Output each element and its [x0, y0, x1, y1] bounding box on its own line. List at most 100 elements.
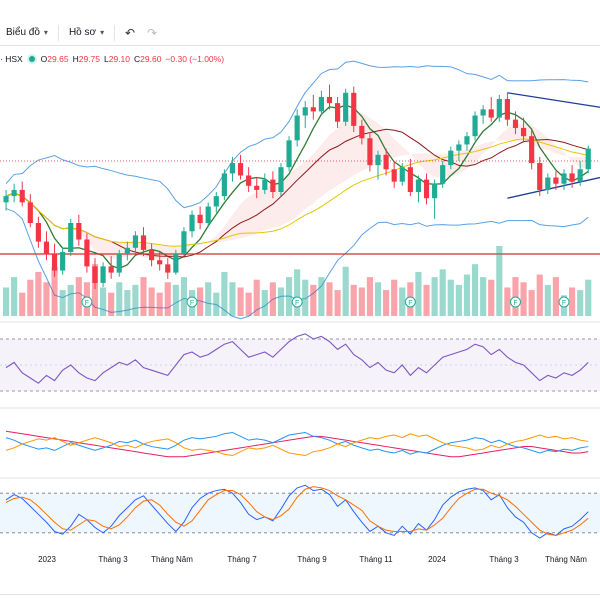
- candle-body: [237, 163, 244, 176]
- candle-body: [480, 109, 486, 116]
- volume-bar: [294, 269, 301, 316]
- chart-menu-button[interactable]: Biểu đồ ▾: [0, 20, 54, 45]
- volume-bar: [221, 271, 228, 316]
- volume-bar: [59, 290, 66, 316]
- stoch-k-line: [5, 484, 589, 539]
- candle-body: [84, 239, 90, 267]
- time-axis[interactable]: 2023 Tháng 3 Tháng Năm Tháng 7 Tháng 9 Tháng …: [0, 548, 600, 572]
- candle-body: [423, 179, 430, 199]
- candle-body: [76, 223, 82, 240]
- candle-body: [448, 150, 454, 166]
- volume-bar: [91, 264, 99, 316]
- high-value: 29.75: [78, 54, 100, 64]
- high-label: H: [72, 54, 79, 64]
- volume-bar: [180, 277, 188, 316]
- candle-body: [229, 163, 236, 174]
- volume-bar: [100, 287, 107, 316]
- ma-yellow-line: [5, 138, 589, 247]
- candle-body: [68, 223, 74, 252]
- candle-body: [181, 231, 187, 254]
- event-marker-label: F: [513, 300, 517, 307]
- volume-bar: [253, 279, 260, 316]
- volume-bar: [544, 284, 551, 316]
- volume-bar: [229, 282, 236, 316]
- candle-body: [157, 260, 163, 265]
- time-axis-label: Tháng Năm: [545, 555, 587, 564]
- dmi-adx-line: [5, 430, 589, 458]
- undo-icon[interactable]: ↶: [125, 25, 136, 40]
- time-axis-label: Tháng 3: [489, 555, 519, 564]
- candle-body: [189, 214, 195, 232]
- chart-menu-label: Biểu đồ: [6, 27, 40, 38]
- chevron-down-icon: ▾: [43, 28, 48, 37]
- candle-body: [132, 235, 139, 248]
- volume-bar: [261, 290, 268, 316]
- volume-bar: [471, 264, 479, 316]
- volume-bar: [269, 282, 276, 316]
- volume-bar: [124, 290, 131, 316]
- candle-body: [165, 264, 171, 273]
- candle-body: [19, 189, 25, 203]
- candle-body: [512, 119, 519, 128]
- toolbar-divider: [57, 24, 59, 41]
- volume-bar: [318, 277, 325, 316]
- redo-icon[interactable]: ↷: [147, 25, 158, 40]
- toolbar-divider: [114, 24, 116, 41]
- candle-body: [246, 175, 252, 186]
- volume-bar: [19, 292, 26, 316]
- event-marker-label: F: [408, 300, 412, 307]
- volume-bar: [374, 282, 382, 316]
- close-value: 29.60: [140, 54, 162, 64]
- volume-bar: [213, 292, 220, 316]
- time-axis-label: Tháng 9: [297, 555, 327, 564]
- volume-bar: [237, 287, 244, 316]
- candle-body: [585, 148, 591, 170]
- candle-body: [221, 173, 227, 197]
- volume-bar: [75, 277, 82, 316]
- candle-body: [35, 223, 41, 242]
- candle-body: [351, 92, 357, 126]
- profile-menu-button[interactable]: Hồ sơ ▾: [63, 20, 110, 45]
- candle-body: [432, 183, 438, 199]
- volume-bar: [447, 279, 454, 316]
- volume-bar: [67, 284, 74, 316]
- volume-bar: [172, 284, 179, 316]
- event-marker-label: F: [562, 300, 566, 307]
- market-status-dot-icon: [28, 56, 35, 62]
- volume-bar: [536, 274, 543, 316]
- ohlc-legend: · HSX O 29.65 H 29.75 L 29.10 C 29.60 −0.30 …: [0, 52, 228, 66]
- volume-bar: [245, 292, 252, 316]
- candle-body: [294, 115, 300, 141]
- candle-body: [173, 254, 179, 273]
- volume-bar: [148, 287, 155, 316]
- volume-bar: [334, 290, 341, 316]
- open-label: O: [40, 54, 48, 64]
- candle-body: [391, 169, 397, 182]
- candle-body: [488, 109, 494, 118]
- candle-body: [383, 154, 389, 170]
- stoch-d-line: [5, 486, 589, 536]
- candle-body: [310, 107, 316, 112]
- candle-body: [254, 185, 260, 190]
- bottom-divider: [0, 594, 600, 595]
- event-marker-icon: [186, 296, 198, 308]
- candle-body: [456, 144, 462, 151]
- volume-bar: [366, 277, 373, 316]
- volume-bar: [350, 284, 357, 316]
- volume-bar: [2, 287, 10, 316]
- candle-body: [149, 249, 155, 261]
- candle-body: [545, 177, 551, 190]
- event-marker-label: F: [85, 300, 89, 307]
- volume-bar: [285, 277, 293, 316]
- volume-bar: [585, 279, 592, 316]
- volume-bar: [391, 279, 398, 316]
- symbol-exchange[interactable]: · HSX: [0, 54, 23, 64]
- volume-bar: [504, 287, 511, 316]
- candle-body: [197, 214, 203, 223]
- candle-body: [399, 167, 405, 182]
- candle-body: [577, 169, 583, 182]
- time-axis-label: 2024: [428, 555, 446, 564]
- volume-bar: [431, 277, 438, 316]
